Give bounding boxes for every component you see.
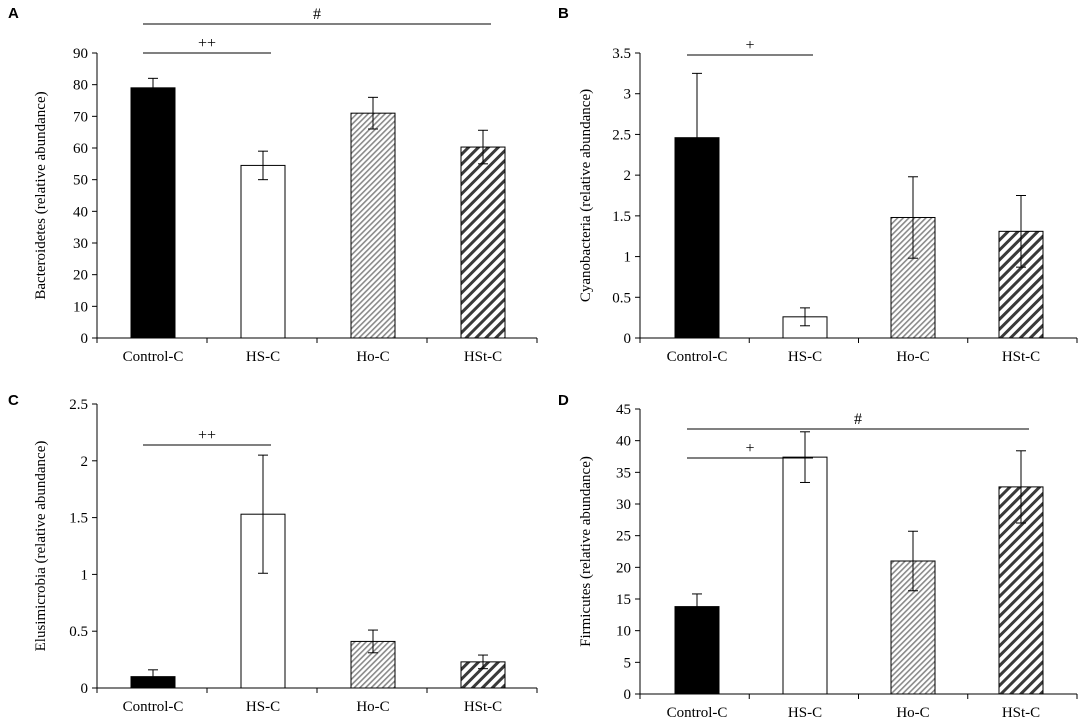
significance-label: ++ <box>198 427 216 444</box>
panel-b: B 0 0.5 1 1.5 2 2.5 3 3.5 Cyanobacteria (relative… <box>558 5 1078 365</box>
y-tick-label: 70 <box>73 109 88 125</box>
y-tick-label: 1 <box>624 250 632 266</box>
y-axis-title: Elusimicrobia (relative abundance) <box>33 441 49 652</box>
category-label: HS-C <box>246 699 280 715</box>
category-label: HS-C <box>788 705 822 721</box>
y-tick-label: 2.5 <box>612 127 631 143</box>
y-tick-label: 2 <box>81 454 89 470</box>
y-tick-label: 15 <box>616 592 631 608</box>
category-label: Ho-C <box>896 705 929 721</box>
y-tick-label: 20 <box>73 268 88 284</box>
y-tick-label: 0 <box>624 331 632 347</box>
significance-label: + <box>745 37 754 54</box>
y-tick-label: 0 <box>624 687 632 703</box>
bar-hs-c <box>782 456 828 695</box>
y-tick-label: 90 <box>73 46 88 62</box>
y-tick-label: 35 <box>616 465 631 481</box>
significance-label: # <box>854 411 862 428</box>
y-tick-label: 1 <box>81 567 89 583</box>
y-tick-label: 80 <box>73 78 88 94</box>
y-tick-label: 0 <box>81 681 89 697</box>
y-tick-label: 0 <box>81 331 89 347</box>
panel-letter: B <box>558 5 569 22</box>
y-tick-label: 1.5 <box>69 511 88 527</box>
y-tick-label: 5 <box>624 655 632 671</box>
y-tick-label: 40 <box>616 434 631 450</box>
category-label: HS-C <box>246 349 280 365</box>
y-tick-label: 2.5 <box>69 397 88 413</box>
y-tick-label: 20 <box>616 560 631 576</box>
y-tick-label: 60 <box>73 141 88 157</box>
significance-label: ++ <box>198 35 216 52</box>
y-tick-label: 10 <box>616 624 631 640</box>
panel-c: C 0 0.5 1 1.5 2 2.5 Elusimicrobia (relative abu… <box>8 392 538 715</box>
y-tick-label: 2 <box>624 168 632 184</box>
y-tick-label: 10 <box>73 299 88 315</box>
category-label: Ho-C <box>896 349 929 365</box>
category-label: Ho-C <box>356 349 389 365</box>
significance-label: # <box>313 6 321 23</box>
panel-letter: D <box>558 392 569 409</box>
y-axis-title: Firmicutes (relative abundance) <box>578 456 594 647</box>
y-tick-label: 3.5 <box>612 46 631 62</box>
category-label: Ho-C <box>356 699 389 715</box>
y-tick-label: 30 <box>73 236 88 252</box>
category-label: Control-C <box>123 349 184 365</box>
panel-letter: A <box>8 5 19 22</box>
y-tick-label: 0.5 <box>69 624 88 640</box>
significance-label: + <box>745 440 754 457</box>
y-tick-label: 45 <box>616 402 631 418</box>
y-tick-label: 50 <box>73 173 88 189</box>
panel-a: A 0 10 20 30 40 50 60 70 80 90 Bacteroidetes (relat… <box>8 5 538 365</box>
bar-control-c <box>130 87 176 339</box>
y-tick-label: 3 <box>624 87 632 103</box>
bar-hst-c <box>460 146 506 339</box>
panel-d: D 0 5 10 15 20 25 30 35 40 45 Firmicutes (relative … <box>558 392 1078 721</box>
category-label: HSt-C <box>464 699 502 715</box>
category-label: Control-C <box>123 699 184 715</box>
bar-control-c <box>674 606 720 695</box>
y-axis-title: Cyanobacteria (relative abundance) <box>578 89 594 302</box>
bar-hs-c <box>240 164 286 339</box>
category-label: HS-C <box>788 349 822 365</box>
category-label: Control-C <box>667 349 728 365</box>
category-label: HSt-C <box>464 349 502 365</box>
panel-letter: C <box>8 392 19 409</box>
y-tick-label: 40 <box>73 204 88 220</box>
y-axis-title: Bacteroidetes (relative abundance) <box>33 91 49 299</box>
bar-ho-c <box>350 112 396 339</box>
category-label: HSt-C <box>1002 705 1040 721</box>
y-tick-label: 0.5 <box>612 290 631 306</box>
y-tick-label: 1.5 <box>612 209 631 225</box>
y-tick-label: 25 <box>616 529 631 545</box>
category-label: HSt-C <box>1002 349 1040 365</box>
category-label: Control-C <box>667 705 728 721</box>
y-tick-label: 30 <box>616 497 631 513</box>
